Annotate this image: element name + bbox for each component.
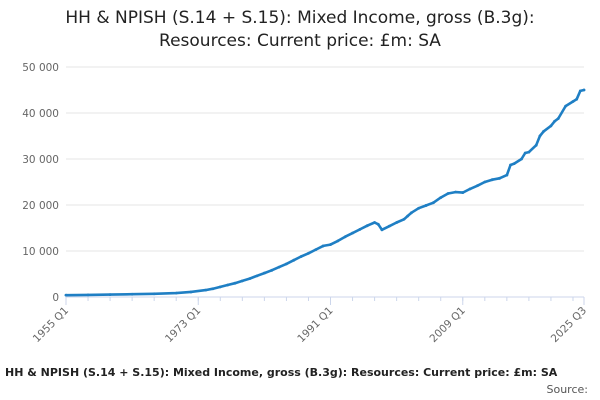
data-point <box>553 119 557 123</box>
data-point <box>538 134 542 138</box>
data-point <box>549 124 553 128</box>
series-layer <box>64 88 586 297</box>
data-point <box>523 151 527 155</box>
data-point <box>476 184 479 188</box>
y-tick-label: 30 000 <box>22 154 59 166</box>
x-tick-label: 2025 Q3 <box>549 305 589 345</box>
data-point <box>204 288 208 292</box>
data-point <box>520 157 523 161</box>
data-point <box>373 221 376 224</box>
data-point <box>534 143 538 147</box>
data-point <box>406 214 410 218</box>
data-point <box>248 277 252 280</box>
x-tick-label: 2009 Q1 <box>428 305 468 345</box>
data-point <box>387 224 391 228</box>
data-point <box>299 255 303 258</box>
data-point <box>351 231 354 235</box>
data-point <box>218 285 222 289</box>
y-tick-label: 10 000 <box>22 246 59 258</box>
data-point <box>454 190 457 194</box>
data-point <box>365 224 369 228</box>
x-tick-label: 1973 Q1 <box>163 305 203 345</box>
data-point <box>564 104 568 108</box>
data-point <box>64 293 68 297</box>
data-point <box>358 227 362 231</box>
data-point <box>417 206 421 210</box>
data-point <box>336 239 340 243</box>
data-point <box>270 268 274 272</box>
data-point <box>233 281 237 285</box>
data-point <box>542 130 545 133</box>
x-tick-label: 1955 Q1 <box>31 305 71 345</box>
data-point <box>329 243 332 246</box>
y-tick-label: 40 000 <box>22 108 59 120</box>
x-tick-label: 1991 Q1 <box>295 305 335 345</box>
data-point <box>424 204 428 207</box>
data-point <box>490 178 494 182</box>
data-point <box>108 293 112 297</box>
data-point <box>380 228 384 232</box>
data-point <box>556 117 560 120</box>
data-point <box>255 274 259 278</box>
tick-labels: 0 10 000 20 000 30 000 40 000 50 000 1955 Q1 19… <box>22 62 589 345</box>
data-point <box>575 97 579 101</box>
data-point <box>527 150 531 154</box>
data-point <box>446 192 450 195</box>
data-point <box>130 292 134 296</box>
data-point <box>314 248 318 252</box>
y-tick-label: 0 <box>52 292 59 304</box>
data-point <box>512 162 516 166</box>
chart-title-line-1: HH & NPISH (S.14 + S.15): Mixed Income, … <box>65 8 535 28</box>
series-line <box>64 88 586 297</box>
data-point <box>505 173 509 177</box>
data-point <box>431 201 435 205</box>
data-point <box>376 222 380 226</box>
chart-title-line-2: Resources: Current price: £m: SA <box>159 31 441 51</box>
data-point <box>582 88 586 92</box>
data-point <box>292 258 296 262</box>
data-point <box>439 196 443 200</box>
y-tick-label: 20 000 <box>22 200 59 212</box>
data-point <box>189 290 193 294</box>
data-point <box>240 279 244 283</box>
data-point <box>461 191 465 194</box>
data-point <box>483 180 487 184</box>
data-point <box>307 251 310 255</box>
data-point <box>498 176 501 180</box>
data-point <box>343 235 347 239</box>
data-point <box>277 265 281 269</box>
data-point <box>395 221 399 224</box>
data-point <box>262 271 266 275</box>
data-point <box>174 291 178 295</box>
data-point <box>578 89 582 93</box>
data-point <box>285 262 288 266</box>
data-point <box>468 187 472 191</box>
data-point <box>409 211 413 215</box>
data-point <box>152 292 156 296</box>
footer-series-label: HH & NPISH (S.14 + S.15): Mixed Income, … <box>5 366 558 379</box>
data-point <box>509 163 512 167</box>
data-point <box>321 244 325 248</box>
source-label: Source: <box>546 383 589 396</box>
data-point <box>571 100 575 103</box>
y-tick-label: 50 000 <box>22 62 59 74</box>
data-point <box>86 293 90 297</box>
gridlines <box>66 66 584 252</box>
data-point <box>226 283 230 287</box>
data-point <box>402 217 406 221</box>
data-point <box>211 287 215 291</box>
axes <box>65 296 585 305</box>
